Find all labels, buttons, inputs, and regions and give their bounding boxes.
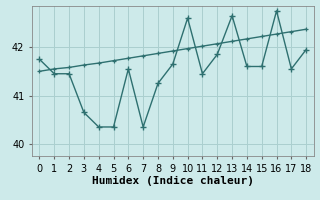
X-axis label: Humidex (Indice chaleur): Humidex (Indice chaleur) [92, 176, 254, 186]
